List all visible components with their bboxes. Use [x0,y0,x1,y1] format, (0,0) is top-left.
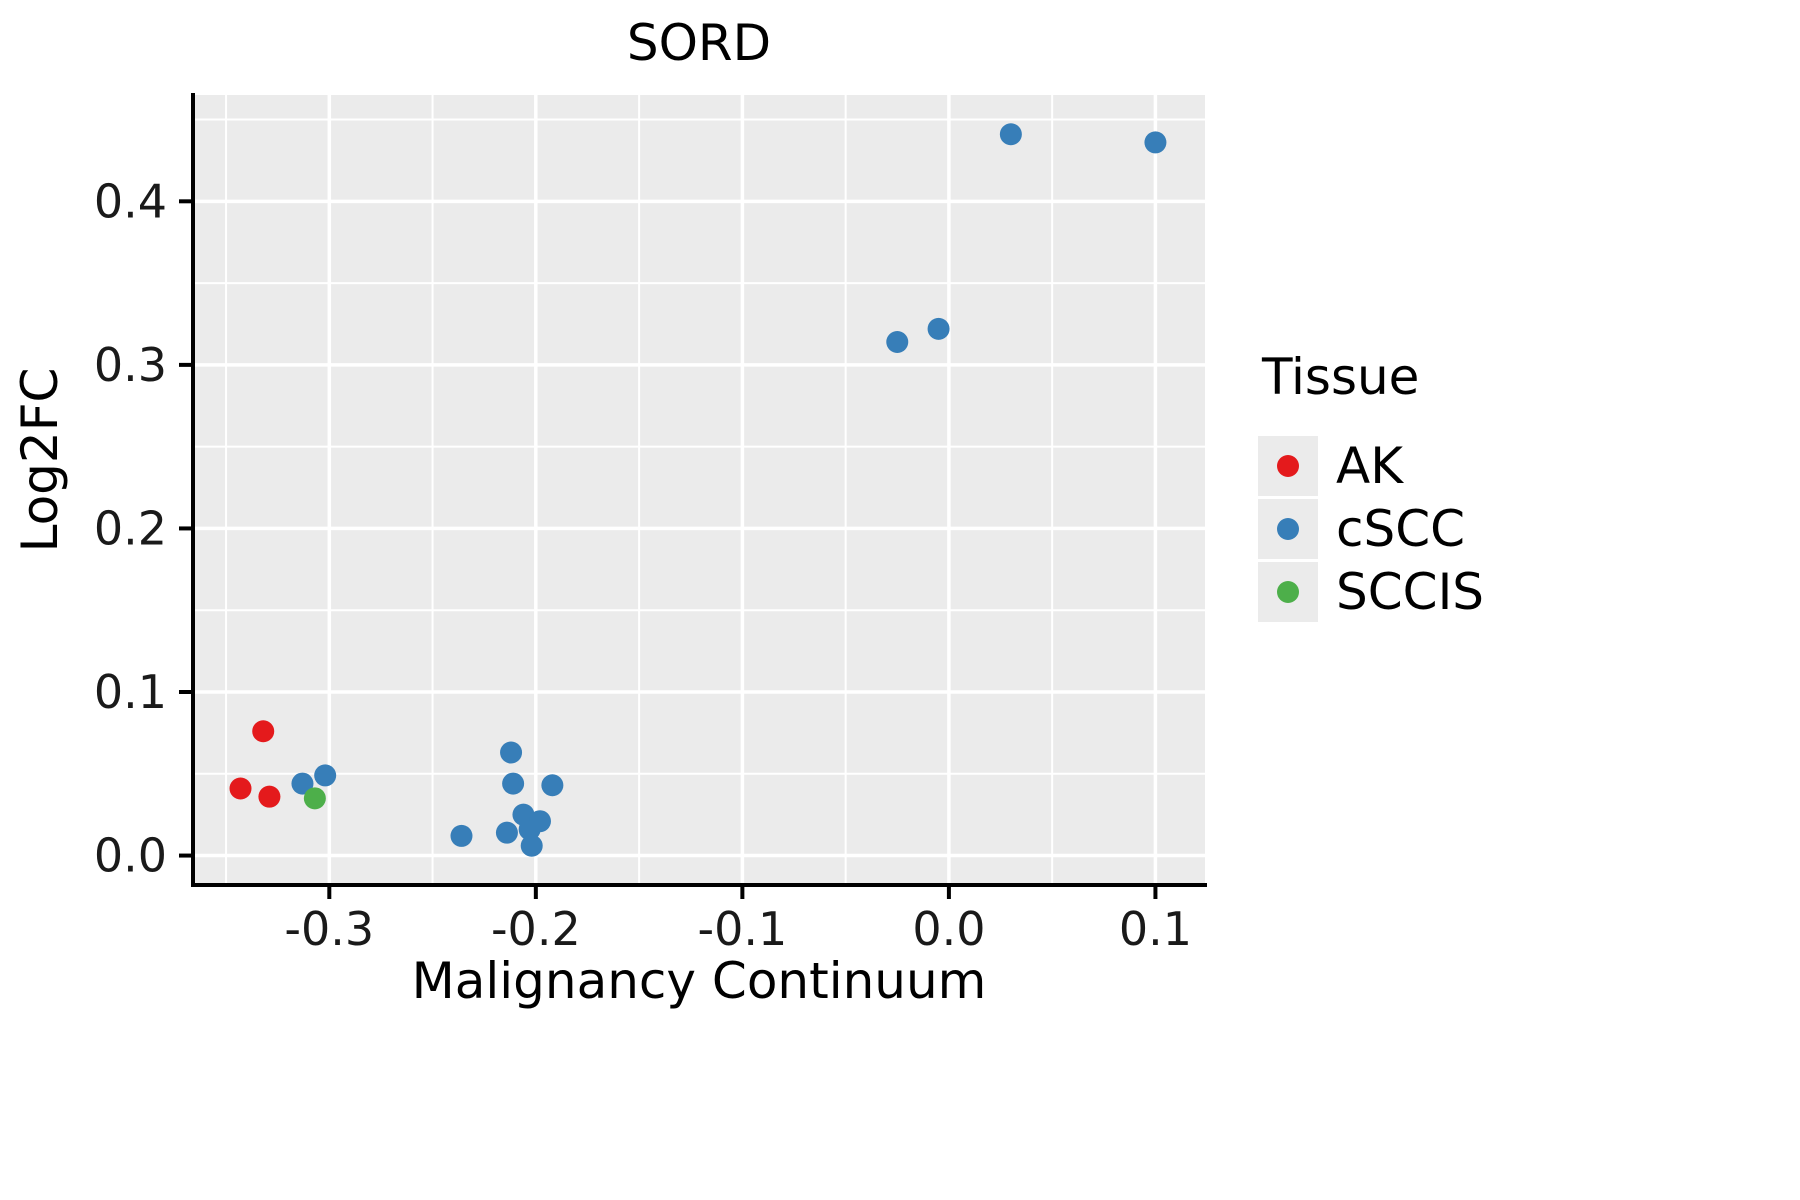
data-point-cSCC [500,741,523,764]
legend-entry-AK: AK [1258,434,1484,497]
data-point-cSCC [886,330,909,353]
data-point-cSCC [291,772,314,795]
data-point-cSCC [314,764,337,787]
data-point-cSCC [450,824,473,847]
legend-dot-icon [1277,580,1299,603]
legend-key [1258,498,1318,559]
data-point-AK [229,777,252,800]
legend-label: AK [1336,436,1403,495]
x-tick-label: -0.3 [284,902,374,956]
data-point-cSCC [927,317,950,340]
y-tick-label: 0.4 [94,174,167,228]
chart-title: SORD [626,14,772,72]
legend-key [1258,561,1318,622]
y-tick-label: 0.2 [94,501,167,555]
y-tick-label: 0.3 [94,338,167,392]
legend-entry-SCCIS: SCCIS [1258,560,1484,623]
data-point-cSCC [495,821,518,844]
data-point-cSCC [520,834,543,857]
y-axis-label: Log2FC [11,367,69,553]
legend-title: Tissue [1262,348,1420,406]
plot-panel [193,95,1205,885]
data-point-AK [252,720,275,743]
data-point-SCCIS [303,787,326,810]
y-tick-label: 0.0 [94,829,167,883]
data-point-cSCC [528,810,551,833]
x-tick-label: -0.1 [697,902,787,956]
legend-dot-icon [1277,454,1299,477]
data-point-AK [258,785,281,808]
legend-label: SCCIS [1336,562,1485,621]
x-tick-label: 0.0 [912,902,985,956]
data-point-cSCC [502,772,525,795]
y-tick-label: 0.1 [94,665,167,719]
data-point-cSCC [999,123,1022,146]
data-point-cSCC [541,774,564,797]
legend-entries: AK cSCC SCCIS [1258,434,1484,623]
legend-entry-cSCC: cSCC [1258,497,1484,560]
legend-dot-icon [1277,517,1299,540]
x-axis-label: Malignancy Continuum [411,952,987,1010]
legend-key [1258,435,1318,496]
x-tick-label: -0.2 [491,902,581,956]
legend-label: cSCC [1336,499,1466,558]
data-point-cSCC [1144,131,1167,154]
x-tick-label: 0.1 [1119,902,1192,956]
legend: Tissue AK cSCC SCCIS [1258,348,1484,623]
